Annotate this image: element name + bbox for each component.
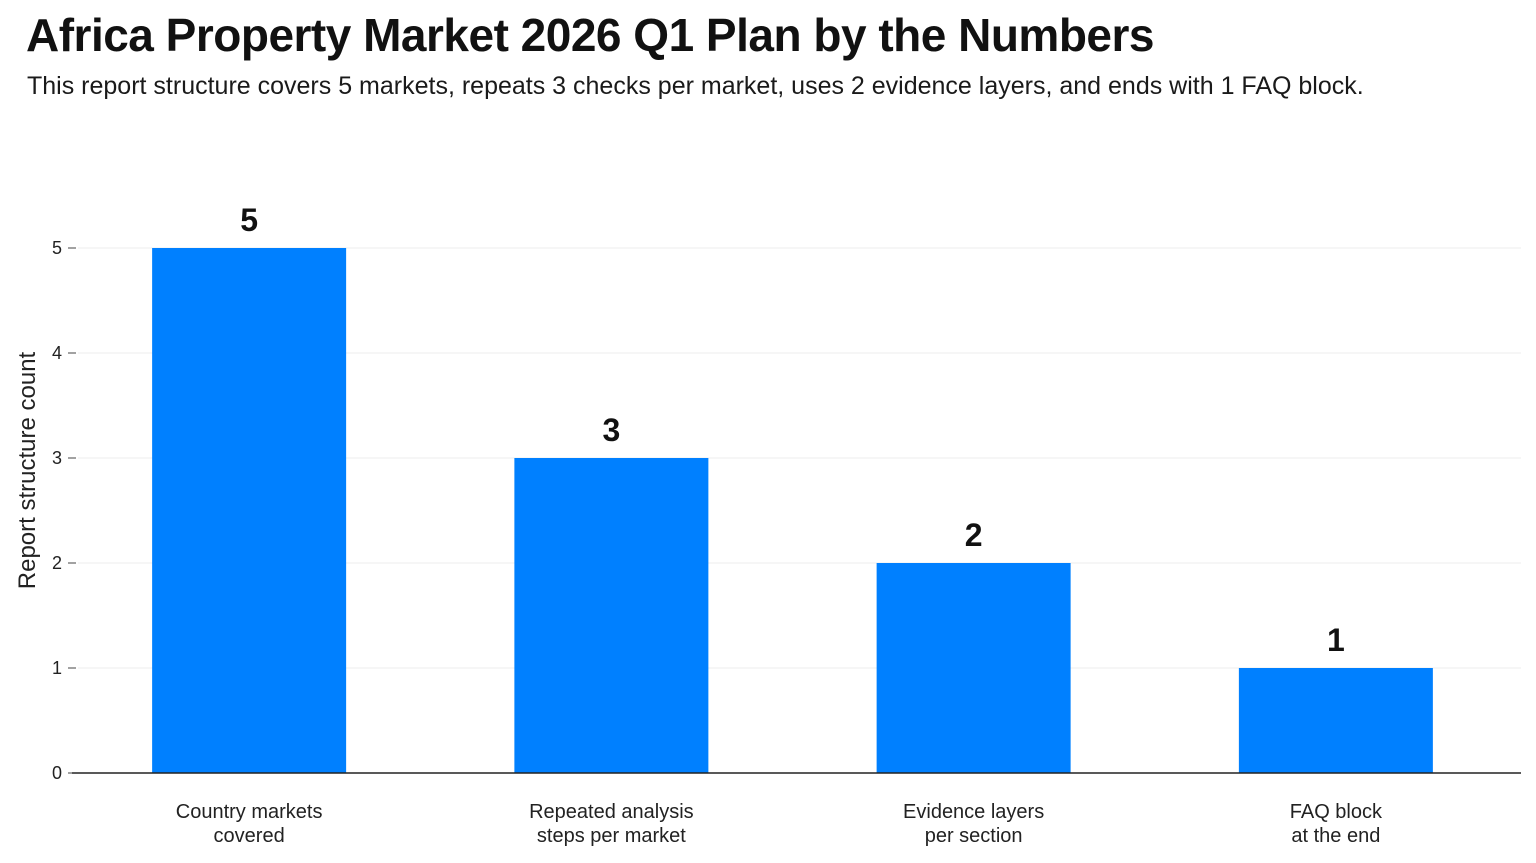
x-category-label: covered <box>214 825 285 847</box>
y-tick-label: 5 <box>52 238 62 258</box>
bar-value-label: 5 <box>240 202 258 238</box>
y-tick-label: 1 <box>52 658 62 678</box>
x-category-label: steps per market <box>537 825 686 847</box>
x-category-label: Repeated analysis <box>529 801 694 823</box>
y-tick-label: 0 <box>52 763 62 783</box>
y-tick-label: 4 <box>52 343 62 363</box>
x-category-label: Country markets <box>176 801 323 823</box>
y-axis-title: Report structure count <box>14 351 41 589</box>
bar-value-label: 3 <box>602 412 620 448</box>
chart-subtitle: This report structure covers 5 markets, … <box>27 72 1364 100</box>
bar-value-label: 1 <box>1327 622 1345 658</box>
chart-title: Africa Property Market 2026 Q1 Plan by t… <box>26 9 1155 61</box>
bar <box>514 458 709 773</box>
bar <box>876 563 1071 773</box>
y-tick-label: 3 <box>52 448 62 468</box>
bar <box>1238 668 1433 773</box>
x-category-label: at the end <box>1291 825 1380 847</box>
x-category-label: per section <box>925 825 1023 847</box>
bar <box>152 248 347 773</box>
bar-value-label: 2 <box>965 517 983 553</box>
x-category-label: FAQ block <box>1290 801 1383 823</box>
y-tick-label: 2 <box>52 553 62 573</box>
bars <box>152 248 1433 773</box>
axes <box>68 247 1521 774</box>
x-category-label: Evidence layers <box>903 801 1044 823</box>
